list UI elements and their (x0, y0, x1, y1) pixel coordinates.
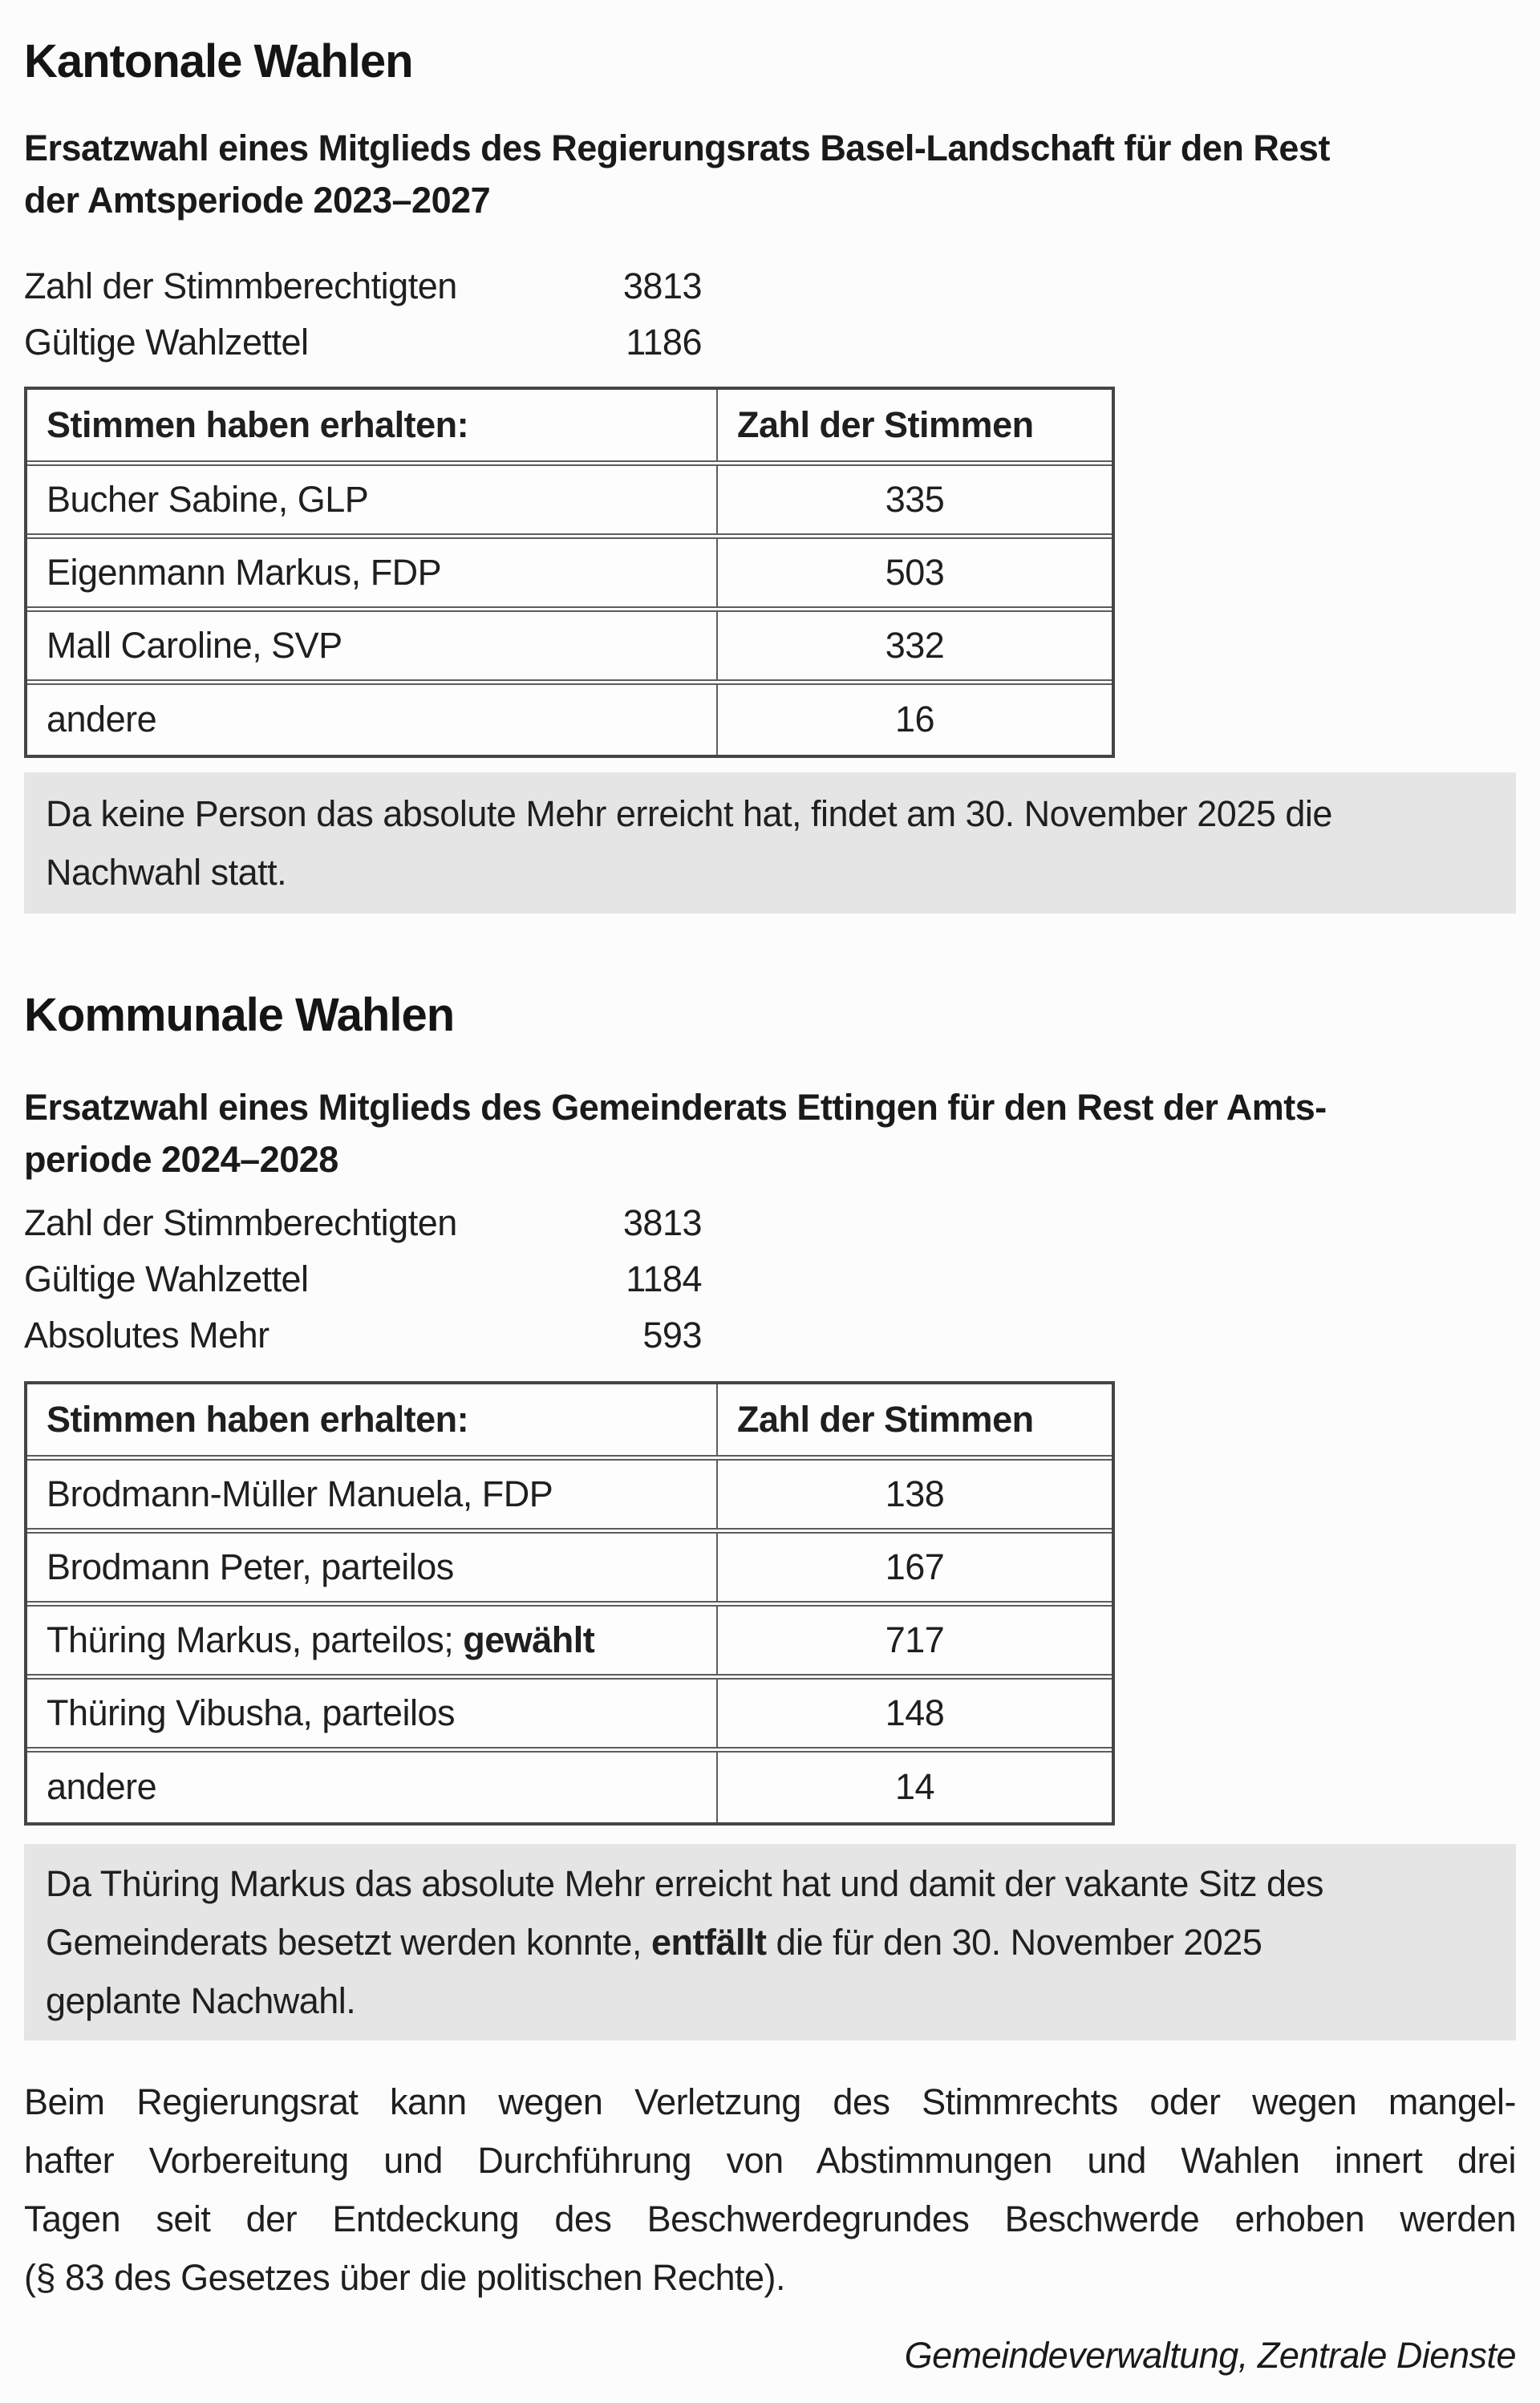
kantonal-note-box: Da keine Person das absolute Mehr erreic… (24, 772, 1516, 914)
column-header-candidates: Stimmen haben erhalten: (47, 403, 469, 445)
candidate-name-cell: Brodmann-Müller Manuela, FDP (27, 1454, 717, 1530)
stat-label: Gültige Wahlzettel (24, 1258, 309, 1299)
kommunal-subtitle: Ersatzwahl eines Mitglieds des Gemeinder… (24, 1081, 1516, 1185)
legal-paragraph: Beim Regierungsrat kann wegen Verletzung… (24, 2073, 1517, 2307)
candidate-name-cell: andere (27, 679, 717, 755)
kommunal-subtitle-line1: Ersatzwahl eines Mitglieds des Gemeinder… (24, 1087, 1327, 1128)
signature-gemeindeverwaltung: Gemeindeverwaltung, Zentrale Dienste (904, 2335, 1517, 2376)
kommunal-stats: Zahl der Stimmberechtigten 3813 Gültige … (24, 1195, 703, 1364)
vote-count-cell: 138 (716, 1454, 1112, 1530)
candidate-name-cell: Thüring Vibusha, parteilos (27, 1673, 717, 1749)
stat-row-absolutes-mehr: Absolutes Mehr 593 (24, 1307, 703, 1364)
candidate-name-cell: Bucher Sabine, GLP (27, 460, 717, 536)
kantonal-subtitle-line2: der Amtsperiode 2023–2027 (24, 180, 491, 221)
kommunal-note-box: Da Thüring Markus das absolute Mehr erre… (24, 1844, 1516, 2040)
stat-row-wahlzettel: Gültige Wahlzettel 1184 (24, 1251, 703, 1307)
legal-paragraph-line3: Tagen seit der Entdeckung des Beschwerde… (24, 2198, 1517, 2239)
vote-count-cell: 717 (716, 1600, 1112, 1676)
table-row: Eigenmann Markus, FDP 503 (27, 533, 1112, 609)
stat-value: 593 (642, 1315, 702, 1355)
note-line2-post: die für den 30. November 2025 (766, 1922, 1262, 1963)
kommunal-subtitle-line2: periode 2024–2028 (24, 1139, 338, 1180)
column-header-votes: Zahl der Stimmen (716, 1384, 1112, 1457)
table-header-row: Stimmen haben erhalten: Zahl der Stimmen (27, 1384, 1112, 1457)
stat-label: Absolutes Mehr (24, 1315, 270, 1355)
vote-count-cell: 16 (716, 679, 1112, 755)
table-row: Brodmann Peter, parteilos 167 (27, 1527, 1112, 1603)
stat-row-stimmberechtigte: Zahl der Stimmberechtigten 3813 (24, 1195, 703, 1251)
candidate-name-cell: Mall Caroline, SVP (27, 606, 717, 682)
stat-value: 3813 (622, 265, 703, 306)
vote-count-cell: 167 (716, 1527, 1112, 1603)
kommunal-note-line2: Gemeinderats besetzt werden konnte, entf… (46, 1913, 1494, 1971)
note-line2-bold-entfaellt: entfällt (650, 1922, 767, 1963)
kantonal-stats: Zahl der Stimmberechtigten 3813 Gültige … (24, 258, 703, 371)
legal-paragraph-line4: (§ 83 des Gesetzes über die politischen … (24, 2257, 786, 2298)
kommunal-note-line1: Da Thüring Markus das absolute Mehr erre… (46, 1863, 1324, 1904)
stat-label: Zahl der Stimmberechtigten (24, 265, 457, 306)
table-row: andere 14 (27, 1746, 1112, 1822)
table-row: Brodmann-Müller Manuela, FDP 138 (27, 1454, 1112, 1530)
kantonal-subtitle: Ersatzwahl eines Mitglieds des Regierung… (24, 122, 1516, 226)
elected-flag: gewählt (463, 1619, 595, 1660)
section-title-kommunale-wahlen: Kommunale Wahlen (24, 989, 455, 1041)
table-row: Bucher Sabine, GLP 335 (27, 460, 1112, 536)
candidate-name-cell: Brodmann Peter, parteilos (27, 1527, 717, 1603)
kommunal-results-table: Stimmen haben erhalten: Zahl der Stimmen… (24, 1381, 1115, 1826)
table-row: andere 16 (27, 679, 1112, 755)
kantonal-results-table: Stimmen haben erhalten: Zahl der Stimmen… (24, 387, 1115, 758)
kantonal-note-line2: Nachwahl statt. (46, 852, 287, 893)
table-row: Mall Caroline, SVP 332 (27, 606, 1112, 682)
stat-label: Gültige Wahlzettel (24, 322, 309, 363)
vote-count-cell: 335 (716, 460, 1112, 536)
table-header-row: Stimmen haben erhalten: Zahl der Stimmen (27, 390, 1112, 463)
column-header-candidates: Stimmen haben erhalten: (47, 1398, 469, 1440)
candidate-name-cell: Eigenmann Markus, FDP (27, 533, 717, 609)
stat-value: 1184 (626, 1258, 702, 1299)
table-row: Thüring Markus, parteilos; gewählt 717 (27, 1600, 1112, 1676)
vote-count-cell: 332 (716, 606, 1112, 682)
candidate-name-cell: andere (27, 1746, 717, 1822)
vote-count-cell: 148 (716, 1673, 1112, 1749)
column-header-votes: Zahl der Stimmen (716, 390, 1112, 463)
stat-value: 1186 (626, 322, 702, 363)
kantonal-subtitle-line1: Ersatzwahl eines Mitglieds des Regierung… (24, 128, 1330, 168)
stat-row-wahlzettel: Gültige Wahlzettel 1186 (24, 314, 703, 371)
table-row: Thüring Vibusha, parteilos 148 (27, 1673, 1112, 1749)
section-title-kantonale-wahlen: Kantonale Wahlen (24, 35, 414, 87)
candidate-name-cell: Thüring Markus, parteilos; gewählt (27, 1600, 717, 1676)
note-line2-pre: Gemeinderats besetzt werden konnte, (46, 1922, 651, 1963)
vote-count-cell: 503 (716, 533, 1112, 609)
legal-paragraph-line2: hafter Vorbereitung und Durchführung von… (24, 2140, 1517, 2181)
legal-paragraph-line1: Beim Regierungsrat kann wegen Verletzung… (24, 2081, 1517, 2122)
stat-label: Zahl der Stimmberechtigten (24, 1202, 457, 1243)
stat-row-stimmberechtigte: Zahl der Stimmberechtigten 3813 (24, 258, 703, 314)
kantonal-note-line1: Da keine Person das absolute Mehr erreic… (46, 793, 1332, 834)
vote-count-cell: 14 (716, 1746, 1112, 1822)
stat-value: 3813 (622, 1202, 703, 1243)
kommunal-note-line3: geplante Nachwahl. (46, 1980, 356, 2021)
